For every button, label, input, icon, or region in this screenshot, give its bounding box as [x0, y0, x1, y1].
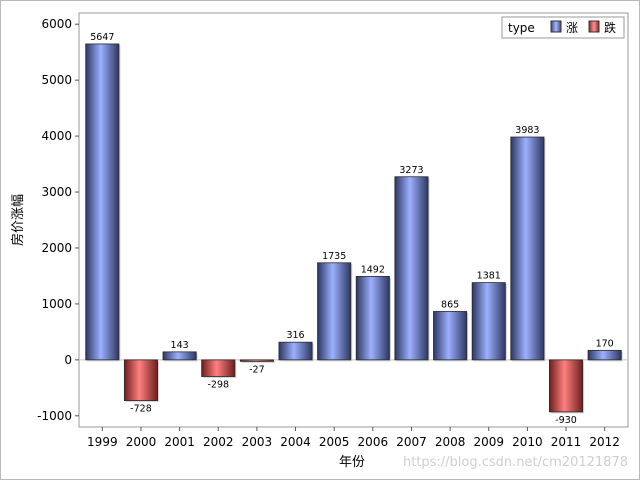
bars-group — [79, 43, 628, 414]
y-tick-label-4000: 4000 — [41, 129, 72, 143]
x-tick-label-2001: 2001 — [164, 435, 195, 449]
bar-2009 — [471, 282, 506, 361]
bar-2000 — [123, 359, 158, 401]
data-label-2006: 1492 — [361, 264, 385, 275]
x-tick-label-2005: 2005 — [319, 435, 350, 449]
bar-2005 — [317, 262, 352, 361]
data-label-2000: -728 — [130, 404, 152, 415]
x-tick-label-2009: 2009 — [473, 435, 504, 449]
bar-2011 — [549, 359, 584, 413]
bar-2012 — [587, 349, 622, 361]
legend-label-down: 跌 — [604, 20, 616, 35]
bar-shadow — [241, 361, 276, 363]
x-tick-label-2002: 2002 — [203, 435, 234, 449]
data-label-2010: 3983 — [515, 125, 539, 136]
x-tick-label-2011: 2011 — [551, 435, 582, 449]
data-label-2008: 865 — [441, 299, 459, 310]
bar-2002 — [201, 359, 236, 377]
x-tick-label-1999: 1999 — [87, 435, 118, 449]
bar-2008 — [433, 311, 468, 361]
x-tick-label-2004: 2004 — [280, 435, 311, 449]
data-label-1999: 5647 — [90, 32, 114, 43]
x-tick-label-2006: 2006 — [358, 435, 389, 449]
bar-1999 — [85, 43, 120, 361]
data-label-2003: -27 — [249, 364, 265, 375]
bar-2003 — [239, 359, 274, 362]
x-tick-label-2007: 2007 — [396, 435, 427, 449]
data-label-2007: 3273 — [399, 165, 423, 176]
bar-2004 — [278, 341, 313, 361]
x-tick-label-2008: 2008 — [435, 435, 466, 449]
x-tick-label-2012: 2012 — [589, 435, 620, 449]
legend-swatch-up — [550, 20, 562, 33]
y-tick-label-0: 0 — [64, 353, 72, 367]
y-axis: -1000 0 1000 2000 3000 4000 5000 6000 — [37, 17, 79, 423]
x-tick-label-2000: 2000 — [126, 435, 157, 449]
y-tick-label-3000: 3000 — [41, 185, 72, 199]
data-label-2005: 1735 — [322, 251, 346, 262]
data-label-2011: -930 — [555, 415, 577, 426]
bar-2007 — [394, 176, 429, 361]
x-tick-label-2003: 2003 — [242, 435, 273, 449]
y-tick-label-2000: 2000 — [41, 241, 72, 255]
data-label-2004: 316 — [286, 330, 304, 341]
y-tick-label--1000: -1000 — [37, 409, 72, 423]
legend-swatch-down — [588, 20, 600, 33]
data-label-2009: 1381 — [477, 271, 501, 282]
legend: type 涨 跌 — [501, 16, 625, 39]
legend-label-up: 涨 — [566, 20, 578, 35]
data-label-2012: 170 — [596, 338, 614, 349]
data-label-2002: -298 — [207, 380, 229, 391]
legend-title: type — [508, 21, 535, 35]
plot-area — [78, 12, 629, 428]
x-axis-title: 年份 — [339, 455, 365, 470]
y-axis-title: 房价涨幅 — [10, 194, 26, 246]
watermark-text: https://blog.csdn.net/cm20121878 — [403, 455, 628, 470]
y-tick-label-1000: 1000 — [41, 297, 72, 311]
y-tick-label-6000: 6000 — [41, 17, 72, 31]
bar-2006 — [355, 275, 390, 361]
x-tick-label-2010: 2010 — [512, 435, 543, 449]
bar-2010 — [510, 136, 545, 361]
data-labels-group: 5647 -728 143 -298 -27 316 1735 1492 3273 865 1381… — [90, 32, 614, 426]
bar-2001 — [162, 351, 197, 361]
x-axis: 1999 2000 2001 2002 2003 2004 2005 2006 2007 2008… — [87, 427, 620, 449]
data-label-2001: 143 — [171, 340, 189, 351]
y-tick-label-5000: 5000 — [41, 73, 72, 87]
